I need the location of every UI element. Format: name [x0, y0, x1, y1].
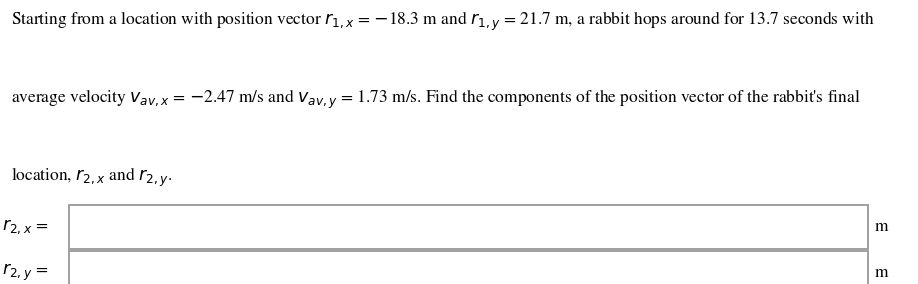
- Text: Starting from a location with position vector $r_{1,x}$ = $-$18.3 m and $r_{1,y}: Starting from a location with position v…: [11, 10, 875, 33]
- Text: m: m: [875, 265, 889, 281]
- FancyBboxPatch shape: [69, 251, 868, 284]
- FancyBboxPatch shape: [69, 205, 868, 249]
- Text: average velocity $v_{av,x}$ = $-$2.47 m/s and $v_{av,y}$ = 1.73 m/s. Find the co: average velocity $v_{av,x}$ = $-$2.47 m/…: [11, 88, 861, 111]
- Text: m: m: [875, 219, 889, 235]
- Text: $r_{2,x}$ =: $r_{2,x}$ =: [2, 218, 48, 237]
- Text: location, $r_{2,x}$ and $r_{2,y}$.: location, $r_{2,x}$ and $r_{2,y}$.: [11, 166, 173, 189]
- Text: $r_{2,y}$ =: $r_{2,y}$ =: [2, 262, 48, 283]
